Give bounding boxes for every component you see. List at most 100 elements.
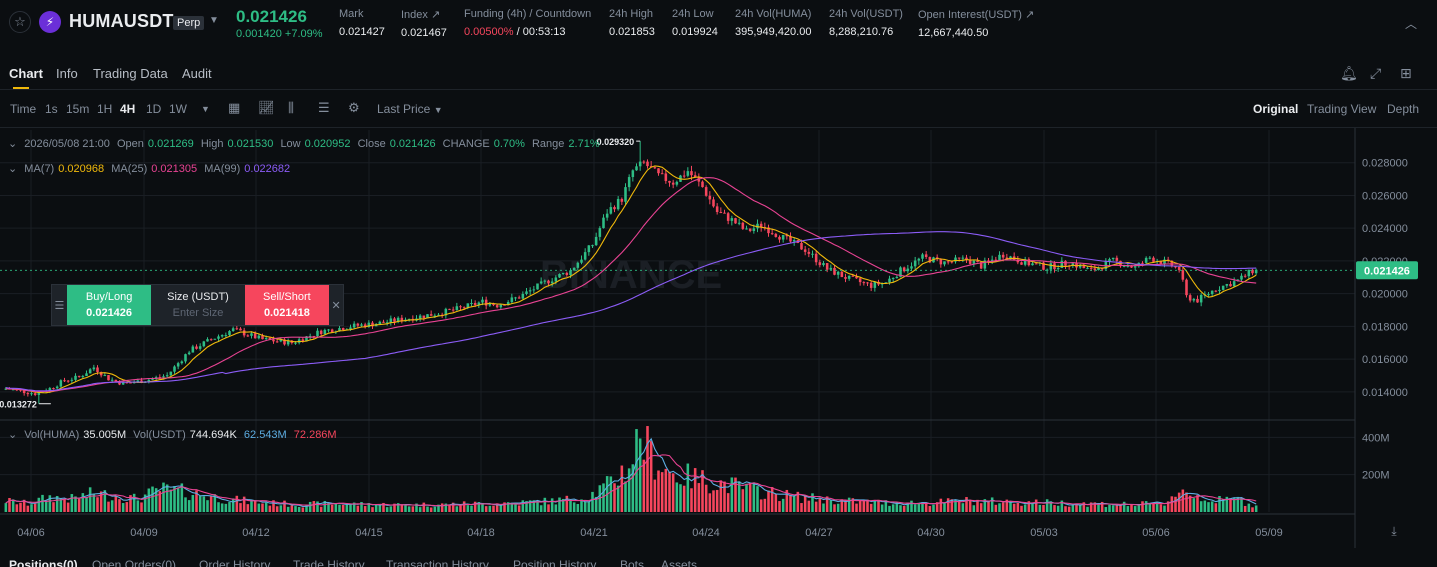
symbol-name[interactable]: HUMAUSDT <box>69 11 174 31</box>
candle-body <box>910 266 913 269</box>
candle-body <box>844 277 847 279</box>
stat-index[interactable]: Index ↗ 0.021467 <box>401 8 447 39</box>
stat-label: 24h Vol(USDT) <box>829 8 903 20</box>
candle-body <box>305 336 308 342</box>
drag-handle-icon[interactable]: ☰ <box>54 299 65 312</box>
volume-bar <box>338 504 341 512</box>
candle-body <box>1089 267 1093 269</box>
favorite-star-icon[interactable]: ☆ <box>9 11 31 33</box>
gear-icon[interactable]: ⚙ <box>348 100 360 115</box>
candle-body <box>752 228 756 232</box>
candlestick-chart[interactable]: BINANCE 0.0280000.0260000.0240000.022000… <box>0 128 1437 548</box>
candle-body <box>1108 259 1111 262</box>
volume-bar <box>910 500 913 512</box>
tab-audit[interactable]: Audit <box>182 66 212 81</box>
candle-body <box>206 339 209 342</box>
sell-label: Sell/Short <box>263 291 311 303</box>
interval-1w[interactable]: 1W <box>169 102 187 116</box>
sell-short-button[interactable]: Sell/Short 0.021418 <box>244 285 330 325</box>
chevron-down-icon[interactable]: ⌄ <box>8 138 18 150</box>
volume-bar <box>264 502 268 512</box>
candle-body <box>620 198 624 202</box>
view-trading-view[interactable]: Trading View <box>1307 102 1377 116</box>
tab-info[interactable]: Info <box>56 66 78 81</box>
candle-body <box>213 338 217 340</box>
tab-bots[interactable]: Bots <box>620 558 645 567</box>
tab-trade-history[interactable]: Trade History <box>293 558 365 567</box>
calendar-icon[interactable]: ▦ <box>228 100 241 115</box>
external-link-icon[interactable]: ↗ <box>430 9 441 21</box>
external-link-icon[interactable]: ↗ <box>1024 9 1035 21</box>
candle-body <box>1232 281 1236 287</box>
stat-24h-vol-huma: 24h Vol(HUMA) 395,949,420.00 <box>735 8 811 38</box>
volume-bar <box>473 501 477 512</box>
tab-positions[interactable]: Positions(0) <box>9 558 78 567</box>
candle-body <box>521 293 525 299</box>
volume-bar <box>803 495 807 512</box>
volume-bar <box>884 500 888 512</box>
volume-bar <box>272 500 275 512</box>
tab-assets[interactable]: Assets <box>661 558 698 567</box>
volume-bar <box>506 502 510 512</box>
interval-1h[interactable]: 1H <box>97 102 113 116</box>
view-original[interactable]: Original <box>1253 102 1299 116</box>
interval-15m[interactable]: 15m <box>66 102 90 116</box>
volume-bar <box>756 486 759 512</box>
close-icon[interactable]: ✕ <box>331 299 341 312</box>
expand-icon[interactable]: ⤢ <box>1370 65 1382 81</box>
candle-body <box>756 223 759 229</box>
volume-bar <box>1185 492 1188 512</box>
stat-24h-vol-usdt: 24h Vol(USDT) 8,288,210.76 <box>829 8 903 38</box>
candle-body <box>503 304 506 306</box>
interval-1d[interactable]: 1D <box>146 102 162 116</box>
volume-bar <box>1126 506 1130 512</box>
tab-chart[interactable]: Chart <box>9 66 43 81</box>
candle-body <box>928 257 932 263</box>
volume-bar <box>917 502 921 512</box>
interval-1s[interactable]: 1s <box>45 102 58 116</box>
volume-bar <box>624 481 627 512</box>
volume-bar <box>59 498 63 512</box>
volume-bar <box>319 506 323 512</box>
layout-grid-icon[interactable]: ⊞ <box>1400 65 1412 81</box>
size-input[interactable]: Size (USDT) Enter Size <box>151 285 245 325</box>
price-tick-label: 0.028000 <box>1362 158 1408 170</box>
tab-order-history[interactable]: Order History <box>199 558 271 567</box>
bell-icon[interactable]: 🔔︎ <box>1340 65 1358 81</box>
buy-long-button[interactable]: Buy/Long 0.021426 <box>66 285 152 325</box>
indicator-chart-icon[interactable]: 📈︎ <box>258 100 275 115</box>
volume-tick-label: 200M <box>1362 470 1390 482</box>
interval-more-chevron-down-icon[interactable]: ▼ <box>201 104 210 114</box>
volume-bar <box>44 501 48 512</box>
candle-body <box>136 380 140 383</box>
tab-open-orders[interactable]: Open Orders(0) <box>92 558 177 567</box>
view-depth[interactable]: Depth <box>1387 102 1420 116</box>
volume-bar <box>451 502 455 512</box>
candle-body <box>994 259 998 261</box>
volume-bar <box>847 497 851 512</box>
price-type-select[interactable]: Last Price ▼ <box>377 102 443 116</box>
settings-sliders-icon[interactable]: ☰ <box>318 100 330 115</box>
chevron-down-icon[interactable]: ⌄ <box>8 163 18 175</box>
tab-trading-data[interactable]: Trading Data <box>93 66 168 81</box>
volume-bar <box>899 505 902 512</box>
buy-label: Buy/Long <box>85 291 133 303</box>
candle-body <box>1082 265 1086 269</box>
collapse-chevron-icon[interactable]: ︿ <box>1404 17 1417 31</box>
symbol-dropdown-chevron-down-icon[interactable]: ▼ <box>209 15 219 26</box>
volume-bar <box>811 493 814 512</box>
candle-body <box>1009 256 1012 260</box>
stat-open-interest[interactable]: Open Interest(USDT) ↗ 12,667,440.50 <box>918 8 1034 39</box>
candle-body <box>1207 294 1210 296</box>
volume-bar <box>1001 502 1005 512</box>
legend-low: 0.020952 <box>304 138 351 150</box>
tab-position-history[interactable]: Position History <box>513 558 597 567</box>
interval-4h[interactable]: 4H <box>120 102 136 116</box>
volume-bar <box>169 489 173 512</box>
interval-time[interactable]: Time <box>10 102 37 116</box>
chevron-down-icon[interactable]: ⌄ <box>8 429 18 441</box>
volume-bar <box>774 493 778 512</box>
candle-body <box>609 207 613 214</box>
candle-type-icon[interactable]: ⫼ <box>288 100 294 115</box>
tab-transaction-history[interactable]: Transaction History <box>386 558 489 567</box>
